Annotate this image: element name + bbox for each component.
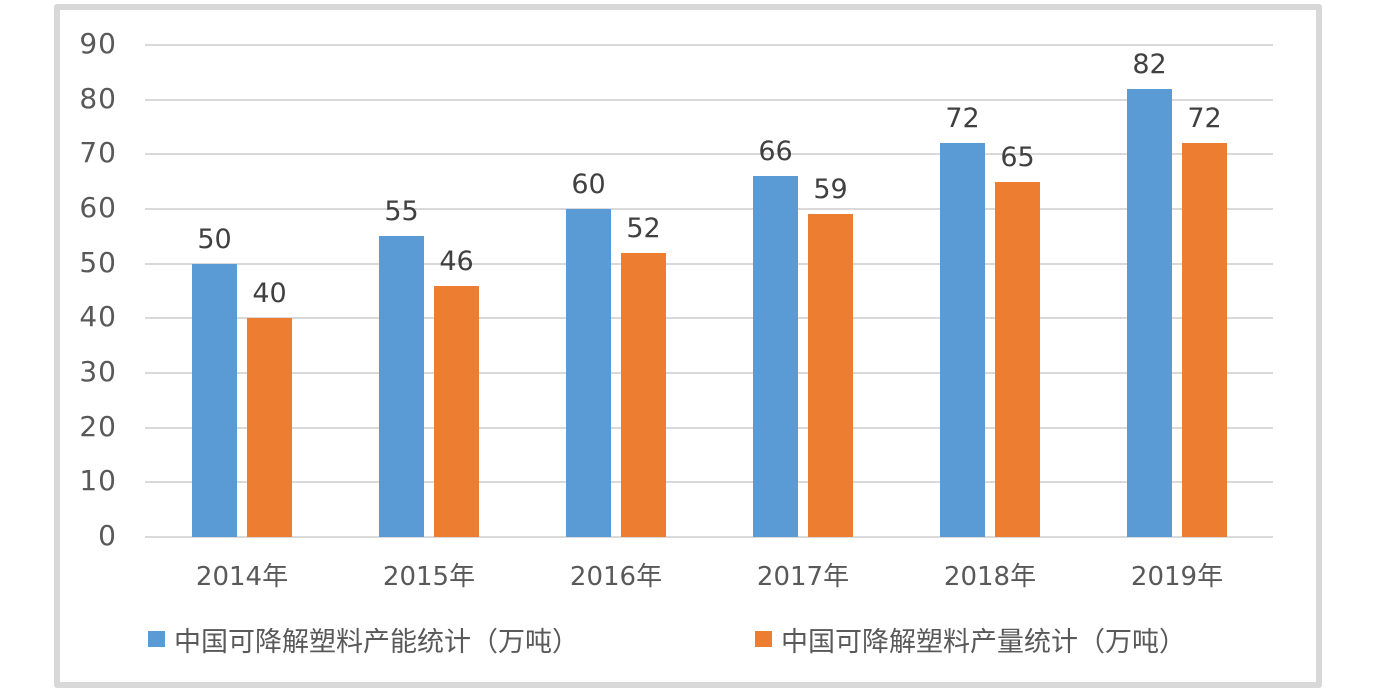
- x-axis-tick-label: 2015年: [382, 562, 476, 592]
- data-label: 55: [384, 196, 419, 228]
- plot-area: 0 10 20 30 40 50 60 70 80 90 50 55 60 66 72 82 40 46 52 59 6…: [60, 10, 1316, 682]
- gridline-10: [145, 481, 1273, 484]
- data-label: 82: [1132, 48, 1167, 80]
- data-label: 46: [439, 245, 474, 277]
- legend-item-output: 中国可降解塑料产量统计（万吨）: [755, 622, 1186, 658]
- x-axis-tick-label: 2019年: [1130, 562, 1224, 592]
- y-axis-tick-label: 80: [79, 81, 117, 115]
- legend-label-capacity: 中国可降解塑料产能统计（万吨）: [174, 626, 579, 658]
- chart-frame: 0 10 20 30 40 50 60 70 80 90 50 55 60 66 72 82 40 46 52 59 6…: [54, 4, 1322, 688]
- y-axis-tick-label: 10: [79, 464, 117, 498]
- bar-series2-2015年: [434, 285, 479, 537]
- bar-series1-2015年: [379, 236, 424, 537]
- bar-series1-2014年: [192, 263, 237, 537]
- data-label: 40: [252, 278, 287, 310]
- data-label: 52: [626, 212, 661, 244]
- y-axis-tick-label: 0: [98, 519, 117, 553]
- y-axis-tick-label: 20: [79, 409, 117, 443]
- gridline-80: [145, 98, 1273, 101]
- data-label: 72: [1187, 103, 1222, 135]
- data-label: 59: [813, 174, 848, 206]
- x-axis-tick-label: 2017年: [756, 562, 850, 592]
- gridline-60: [145, 208, 1273, 210]
- x-axis-tick-label: 2016年: [569, 562, 663, 592]
- gridline-30: [145, 372, 1273, 374]
- bar-series1-2016年: [566, 209, 611, 537]
- gridline-20: [145, 426, 1273, 429]
- bar-series2-2017年: [808, 214, 853, 537]
- data-label: 50: [197, 223, 232, 255]
- legend-swatch-output-icon: [755, 631, 772, 647]
- y-axis-tick-label: 70: [79, 136, 117, 170]
- y-axis-tick-label: 40: [79, 300, 117, 334]
- bar-series1-2019年: [1127, 88, 1172, 537]
- bar-series2-2018年: [995, 181, 1040, 537]
- x-axis-tick-label: 2018年: [943, 562, 1037, 592]
- y-axis-tick-label: 50: [79, 245, 117, 279]
- bar-series2-2016年: [621, 252, 666, 537]
- y-axis-tick-label: 90: [79, 27, 117, 61]
- gridline-40: [145, 317, 1273, 320]
- legend-item-capacity: 中国可降解塑料产能统计（万吨）: [148, 622, 579, 658]
- bar-series2-2014年: [247, 318, 292, 537]
- data-label: 60: [571, 169, 606, 200]
- data-label: 72: [945, 103, 980, 135]
- data-label: 66: [758, 136, 793, 168]
- data-label: 65: [1000, 141, 1035, 173]
- gridline-90: [145, 44, 1273, 46]
- legend-swatch-capacity-icon: [148, 631, 165, 647]
- gridline-70: [145, 153, 1273, 156]
- bar-series1-2018年: [940, 143, 985, 537]
- y-axis-tick-label: 30: [79, 355, 117, 389]
- gridline-0: [145, 536, 1273, 538]
- legend-label-output: 中国可降解塑料产量统计（万吨）: [781, 626, 1186, 658]
- gridline-50: [145, 262, 1273, 265]
- bar-series1-2017年: [753, 176, 798, 537]
- x-axis-tick-label: 2014年: [195, 562, 289, 592]
- bar-series2-2019年: [1182, 143, 1227, 537]
- y-axis-tick-label: 60: [79, 191, 117, 225]
